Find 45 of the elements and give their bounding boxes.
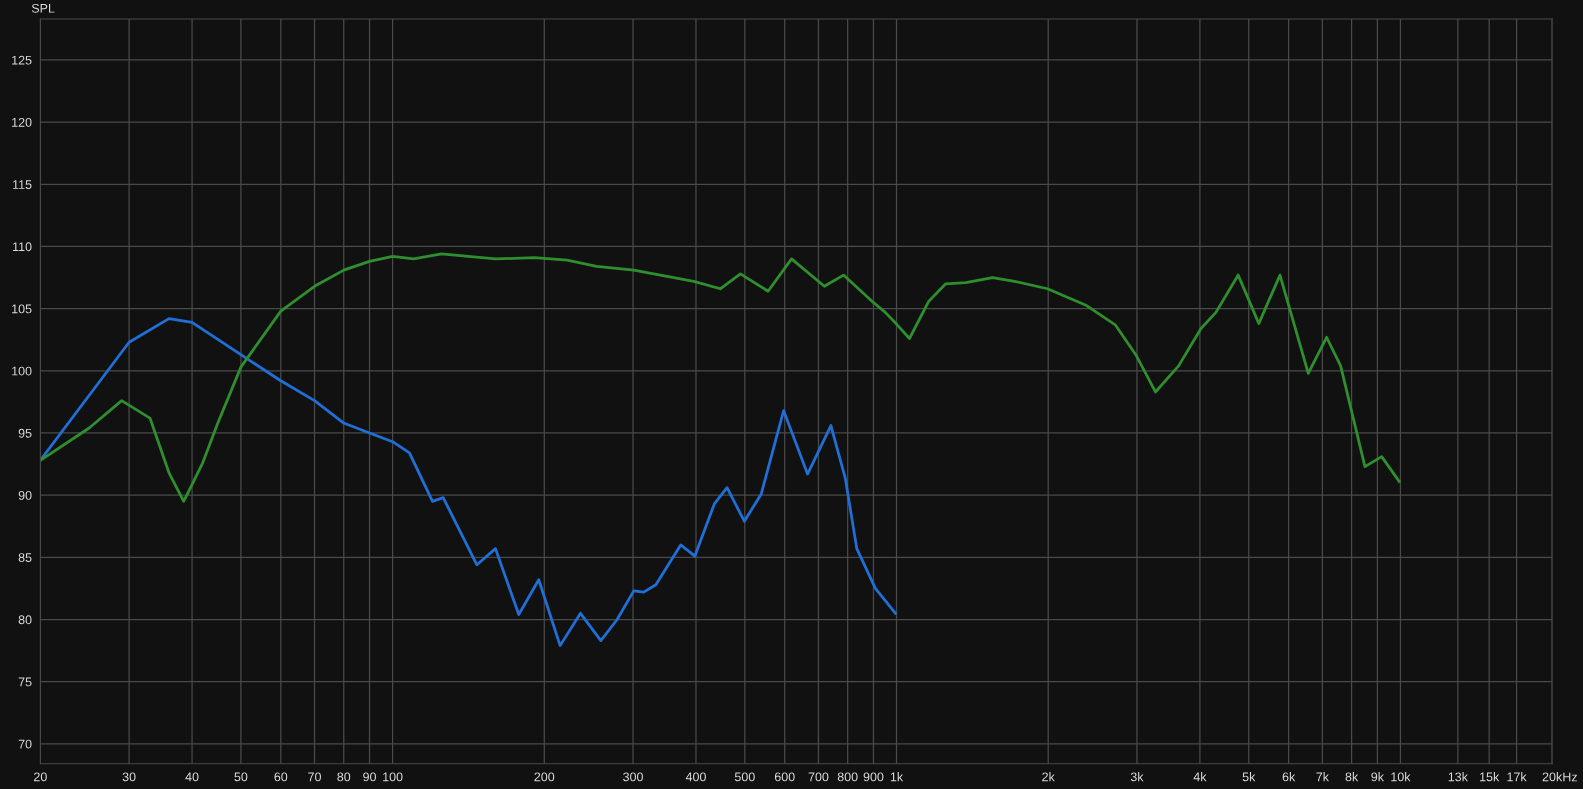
y-axis-title: SPL: [31, 3, 55, 13]
y-tick-label: 90: [18, 490, 32, 500]
y-tick-label: 115: [13, 180, 32, 189]
x-tick-label: 20k: [1542, 772, 1563, 782]
x-tick-label: 50: [234, 772, 248, 782]
x-tick-label: 10k: [1391, 772, 1411, 782]
y-tick-label: 85: [18, 553, 32, 562]
x-tick-label: 900: [863, 772, 884, 782]
x-axis-title: Hz: [1563, 772, 1577, 782]
x-tick-label: 20: [34, 772, 47, 782]
x-tick-label: 40: [185, 772, 199, 782]
x-tick-label: 500: [734, 772, 755, 782]
x-tick-label: 90: [363, 772, 376, 782]
y-tick-label: 95: [18, 428, 32, 438]
x-tick-label: 9k: [1371, 772, 1384, 782]
x-tick-label: 6k: [1282, 772, 1296, 782]
x-tick-label: 3k: [1130, 772, 1144, 782]
y-tick-label: 70: [18, 739, 32, 749]
y-tick-label: 100: [12, 366, 32, 376]
x-tick-label: 15k: [1480, 772, 1500, 782]
x-tick-label: 100: [383, 772, 403, 782]
y-tick-label: 105: [12, 304, 32, 314]
x-tick-label: 30: [122, 772, 136, 782]
y-tick-label: 75: [18, 677, 32, 687]
y-tick-label: 80: [18, 615, 32, 625]
x-tick-label: 1k: [890, 772, 904, 782]
x-tick-label: 13k: [1448, 772, 1468, 782]
x-tick-label: 80: [337, 772, 351, 782]
x-tick-label: 200: [534, 772, 555, 782]
x-tick-label: 400: [685, 772, 706, 782]
x-tick-label: 7k: [1316, 772, 1329, 782]
x-tick-label: 70: [308, 772, 321, 782]
y-tick-label: 120: [12, 117, 32, 127]
x-tick-label: 5k: [1242, 772, 1256, 782]
y-tick-label: 125: [12, 55, 32, 65]
x-tick-label: 17k: [1507, 772, 1527, 782]
x-tick-label: 60: [274, 772, 288, 782]
x-tick-label: 800: [837, 772, 858, 782]
x-tick-label: 600: [774, 772, 795, 782]
x-tick-label: 300: [623, 772, 643, 782]
x-tick-label: 700: [808, 772, 829, 782]
y-tick-label: 110: [13, 242, 32, 252]
x-tick-label: 4k: [1193, 772, 1207, 782]
x-tick-label: 2k: [1042, 772, 1055, 782]
x-tick-label: 8k: [1345, 772, 1359, 782]
